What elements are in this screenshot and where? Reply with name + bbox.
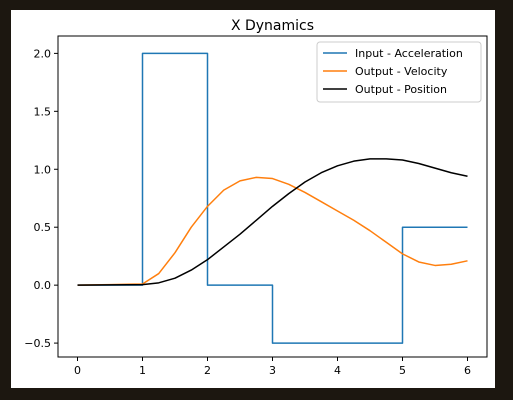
legend-box [316, 41, 482, 103]
series-line-output-velocity [77, 176, 468, 286]
series-line-output-position [77, 158, 468, 286]
x-tick-label: 4 [334, 364, 341, 377]
legend: Input - Acceleration Output - Velocity Out… [316, 41, 482, 103]
y-tick-label: 2.0 [34, 47, 52, 60]
x-tick-label: 3 [269, 364, 276, 377]
y-tick-label: 1.0 [34, 163, 52, 176]
y-tick-label: 1.5 [34, 105, 52, 118]
x-tick-label: 5 [399, 364, 406, 377]
x-tick-label: 6 [464, 364, 471, 377]
chart-title: X Dynamics [231, 18, 314, 34]
legend-label: Output - Velocity [355, 65, 448, 78]
y-tick-label: −0.5 [24, 337, 51, 350]
y-tick-label: 0.5 [34, 221, 52, 234]
x-tick-label: 0 [74, 364, 81, 377]
legend-label: Input - Acceleration [355, 47, 463, 60]
x-tick-label: 2 [204, 364, 211, 377]
legend-label: Output - Position [355, 83, 447, 96]
y-tick-label: 0.0 [34, 279, 52, 292]
series-line-input-acceleration [77, 52, 468, 344]
x-tick-label: 1 [139, 364, 146, 377]
